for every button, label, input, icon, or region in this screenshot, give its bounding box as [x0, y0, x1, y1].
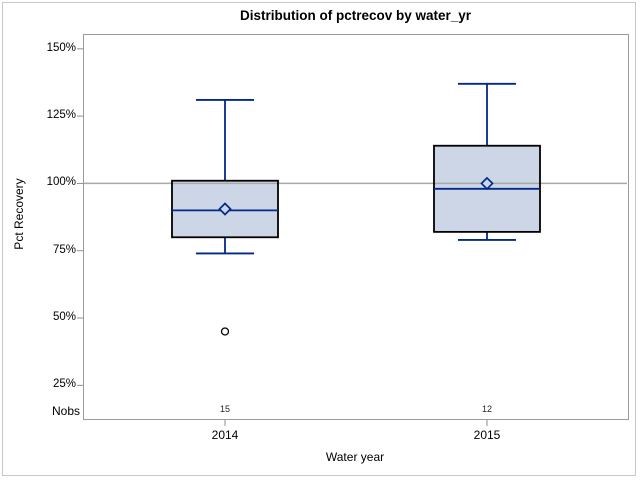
- mean-diamond-2015: [480, 176, 494, 191]
- y-tick-label: 125%: [46, 109, 76, 121]
- y-tick-label: 25%: [52, 378, 76, 390]
- nobs-value: 15: [219, 404, 230, 414]
- x-axis-title: Water year: [325, 450, 385, 464]
- x-tick-label: 2015: [473, 428, 501, 442]
- nobs-row-label: Nobs: [51, 404, 80, 418]
- y-tick-label: 75%: [52, 244, 76, 256]
- box-border-2014: [171, 179, 279, 239]
- y-tick-label: 50%: [52, 311, 76, 323]
- y-axis-title: Pct Recovery: [12, 178, 26, 250]
- y-tick-label: 100%: [46, 176, 76, 188]
- outlier-point-2014: [220, 327, 230, 336]
- plot-border: [83, 34, 629, 420]
- nobs-value: 12: [481, 404, 492, 414]
- y-tick-label: 150%: [46, 42, 76, 54]
- mean-diamond-2014: [218, 202, 232, 216]
- x-tick-label: 2014: [211, 428, 239, 442]
- chart-title: Distribution of pctrecov by water_yr: [239, 8, 472, 23]
